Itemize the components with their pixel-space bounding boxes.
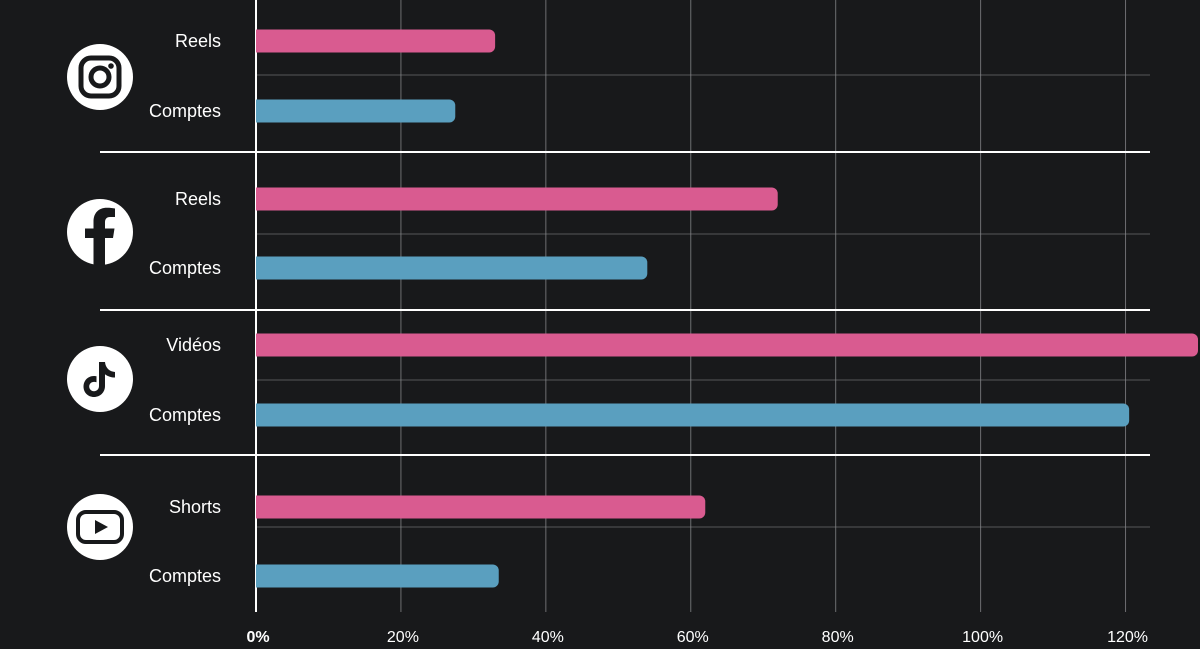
category-label: Shorts	[169, 497, 221, 517]
bar-left-edge	[256, 564, 264, 588]
bar-left-edge	[256, 187, 264, 211]
youtube-frame	[76, 510, 124, 544]
bar-tiktok-comptes	[256, 403, 1130, 427]
category-label: Comptes	[149, 101, 221, 121]
youtube-icon	[67, 494, 133, 560]
instagram-lens	[88, 65, 112, 89]
bar-youtube-comptes	[256, 564, 499, 588]
x-tick-label: 120%	[1107, 629, 1148, 646]
bar-left-edge	[256, 29, 264, 53]
tiktok-icon	[67, 346, 133, 412]
instagram-icon	[67, 44, 133, 110]
category-label: Reels	[175, 189, 221, 209]
category-label: Vidéos	[166, 335, 221, 355]
bar-left-edge	[256, 495, 264, 519]
bar-tiktok-vidos	[256, 333, 1198, 357]
bar-instagram-reels	[256, 29, 496, 53]
bar-facebook-comptes	[256, 256, 648, 280]
bar-youtube-shorts	[256, 495, 706, 519]
facebook-f	[85, 207, 115, 265]
bar-facebook-reels	[256, 187, 778, 211]
category-label: Comptes	[149, 405, 221, 425]
x-tick-label: 100%	[962, 629, 1003, 646]
x-tick-label: 40%	[532, 629, 564, 646]
category-label: Comptes	[149, 566, 221, 586]
icon-circle	[67, 44, 133, 110]
instagram-dot	[108, 63, 114, 69]
category-label: Reels	[175, 31, 221, 51]
bar-left-edge	[256, 333, 264, 357]
x-tick-label: 80%	[822, 629, 854, 646]
category-label: Comptes	[149, 258, 221, 278]
bar-left-edge	[256, 403, 264, 427]
bar-left-edge	[256, 99, 264, 123]
bar-instagram-comptes	[256, 99, 456, 123]
instagram-frame	[78, 55, 122, 99]
x-tick-label: 20%	[387, 629, 419, 646]
x-tick-label: 0%	[246, 629, 269, 646]
bar-left-edge	[256, 256, 264, 280]
tiktok-note	[83, 362, 115, 397]
facebook-icon	[67, 199, 133, 265]
x-tick-label: 60%	[677, 629, 709, 646]
youtube-play	[95, 520, 108, 534]
